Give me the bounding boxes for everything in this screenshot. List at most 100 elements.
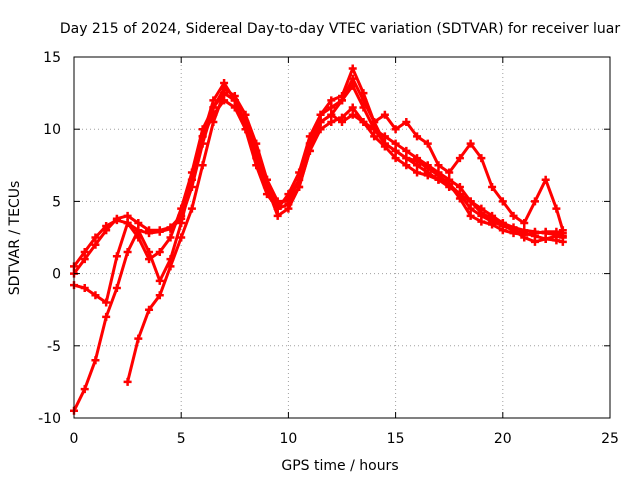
data-point-marker [166, 233, 175, 242]
x-tick-label: 5 [177, 431, 186, 447]
data-point-marker [402, 154, 411, 163]
data-point-marker [488, 182, 497, 191]
x-axis-label: GPS time / hours [281, 458, 398, 474]
data-point-marker [102, 312, 111, 321]
data-point-marker [477, 154, 486, 163]
data-point-marker [413, 132, 422, 141]
data-point-marker [541, 175, 550, 184]
data-point-marker [166, 262, 175, 271]
data-point-marker [284, 197, 293, 206]
data-point-marker [177, 219, 186, 228]
data-point-marker [402, 146, 411, 155]
grid [74, 57, 610, 418]
data-point-marker [348, 74, 357, 83]
data-point-marker [209, 117, 218, 126]
data-point-marker [509, 211, 518, 220]
data-point-marker [134, 219, 143, 228]
data-point-marker [455, 154, 464, 163]
data-point-marker [370, 125, 379, 134]
data-point-marker [80, 385, 89, 394]
series-arc-5-line [126, 77, 565, 384]
data-point-marker [380, 142, 389, 151]
data-point-marker [498, 197, 507, 206]
y-tick-label: -5 [47, 339, 61, 355]
data-point-marker [80, 255, 89, 264]
data-point-marker [198, 161, 207, 170]
data-point-marker [423, 164, 432, 173]
data-point-marker [327, 96, 336, 105]
y-axis-label: SDTVAR / TECUs [7, 181, 23, 296]
x-tick-label: 0 [70, 431, 79, 447]
data-point-marker [284, 204, 293, 213]
data-point-marker [316, 110, 325, 119]
data-point-marker [455, 190, 464, 199]
x-tick-label: 20 [494, 431, 512, 447]
data-point-marker [155, 247, 164, 256]
data-point-marker [91, 291, 100, 300]
data-point-marker [241, 117, 250, 126]
data-point-marker [220, 89, 229, 98]
data-point-marker [488, 220, 497, 229]
y-tick-label: 10 [43, 122, 61, 138]
data-point-marker [112, 284, 121, 293]
data-point-marker [348, 64, 357, 73]
data-point-marker [552, 204, 561, 213]
data-point-marker [541, 227, 550, 236]
data-point-marker [134, 226, 143, 235]
plot-frame [73, 56, 611, 419]
data-point-marker [305, 139, 314, 148]
data-point-marker [123, 219, 132, 228]
data-point-marker [80, 247, 89, 256]
data-point-marker [327, 103, 336, 112]
data-point-marker [145, 229, 154, 238]
data-point-marker [134, 334, 143, 343]
data-point-marker [155, 227, 164, 236]
data-point-marker [273, 197, 282, 206]
data-point-marker [359, 96, 368, 105]
data-point-marker [413, 168, 422, 177]
data-point-marker [327, 117, 336, 126]
y-tick-label: -10 [38, 411, 61, 427]
data-point-marker [327, 110, 336, 119]
data-point-marker [477, 217, 486, 226]
data-point-marker [348, 103, 357, 112]
data-point-marker [520, 233, 529, 242]
x-tick-labels: 0 5 10 15 20 25 [70, 431, 619, 447]
data-point-marker [391, 154, 400, 163]
data-point-marker [391, 139, 400, 148]
x-tick-label: 10 [279, 431, 297, 447]
x-tick-label: 25 [601, 431, 619, 447]
data-point-marker [91, 233, 100, 242]
data-point-marker [230, 96, 239, 105]
data-point-marker [80, 284, 89, 293]
data-point-marker [145, 305, 154, 314]
data-point-marker [155, 291, 164, 300]
data-point-marker [91, 240, 100, 249]
data-point-marker [145, 247, 154, 256]
y-tick-labels: -10 -5 0 5 10 15 [38, 50, 61, 427]
x-tick-label: 15 [387, 431, 405, 447]
data-point-marker [102, 221, 111, 230]
data-point-marker [498, 219, 507, 228]
data-point-marker [187, 204, 196, 213]
data-point-marker [273, 211, 282, 220]
data-point-marker [558, 226, 567, 235]
data-point-marker [91, 356, 100, 365]
data-point-marker [558, 233, 567, 242]
y-tick-label: 0 [52, 267, 61, 283]
data-point-marker [466, 211, 475, 220]
series-arc-3-line [72, 84, 565, 304]
data-point-marker [316, 117, 325, 126]
data-point-marker [477, 204, 486, 213]
data-point-marker [434, 175, 443, 184]
data-point-marker [123, 377, 132, 386]
data-point-marker [541, 234, 550, 243]
data-point-marker [455, 182, 464, 191]
data-point-marker [338, 96, 346, 105]
data-point-marker [380, 110, 389, 119]
data-point-marker [520, 219, 529, 228]
data-point-marker [466, 139, 475, 148]
data-point-marker [262, 175, 271, 184]
data-point-marker [359, 117, 368, 126]
